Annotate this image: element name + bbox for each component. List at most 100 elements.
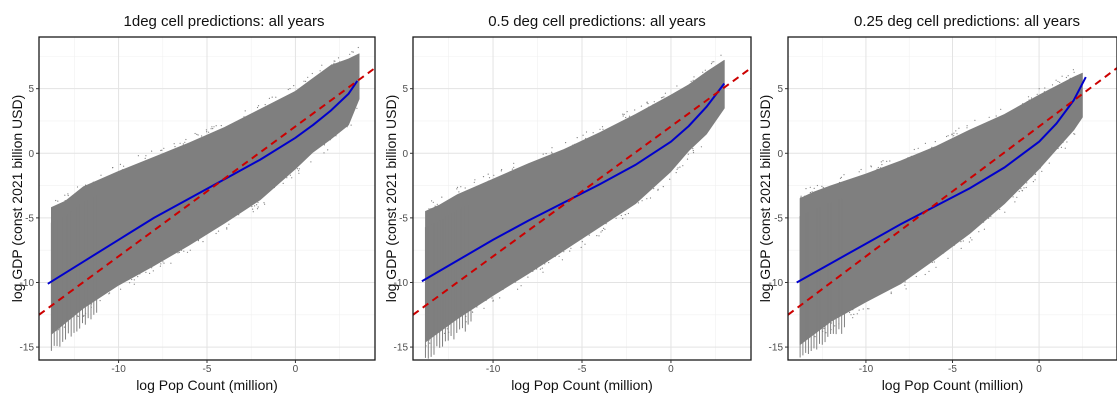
scatter-point	[823, 327, 825, 330]
scatter-point	[206, 131, 208, 133]
scatter-cloud	[51, 53, 360, 335]
scatter-point	[692, 79, 694, 81]
scatter-point	[307, 76, 309, 78]
scatter-point	[623, 113, 625, 115]
scatter-point	[151, 150, 153, 152]
scatter-point	[602, 128, 604, 130]
scatter-point	[627, 212, 630, 215]
scatter-point	[145, 271, 147, 273]
y-tick-label: -5	[774, 213, 783, 224]
scatter-point	[1065, 76, 1067, 79]
scatter-point	[830, 329, 832, 331]
scatter-point	[1062, 141, 1064, 143]
scatter-point	[570, 247, 572, 249]
scatter-point	[662, 186, 664, 188]
scatter-point	[264, 203, 266, 205]
scatter-point	[293, 85, 295, 87]
scatter-point	[1026, 182, 1028, 184]
scatter-point	[601, 230, 603, 232]
scatter-point	[310, 161, 312, 163]
scatter-point	[664, 92, 667, 94]
scatter-point	[213, 126, 215, 128]
scatter-point	[208, 131, 210, 133]
scatter-point	[585, 131, 588, 133]
scatter-point	[162, 261, 164, 263]
scatter-point	[624, 214, 626, 216]
scatter-point	[194, 132, 196, 135]
scatter-point	[676, 168, 678, 170]
scatter-point	[1030, 97, 1033, 99]
scatter-point	[296, 168, 298, 170]
scatter-point	[305, 80, 307, 82]
scatter-point	[464, 187, 466, 189]
scatter-point	[352, 51, 354, 53]
scatter-point	[687, 153, 689, 155]
scatter-point	[913, 148, 915, 151]
scatter-point	[1073, 133, 1075, 135]
scatter-point	[877, 166, 879, 169]
scatter-point	[55, 199, 57, 202]
scatter-point	[500, 170, 502, 172]
scatter-point	[676, 85, 678, 87]
scatter-point	[351, 51, 353, 53]
scatter-point	[514, 281, 516, 283]
scatter-point	[1020, 188, 1022, 190]
scatter-point	[822, 330, 824, 332]
scatter-point	[713, 61, 715, 63]
scatter-point	[660, 97, 663, 99]
scatter-point	[852, 309, 854, 311]
scatter-point	[291, 177, 293, 179]
scatter-point	[951, 134, 953, 136]
scatter-point	[711, 61, 713, 63]
scatter-point	[971, 239, 973, 241]
scatter-point	[953, 244, 956, 246]
scatter-point	[311, 72, 313, 75]
scatter-point	[517, 288, 519, 290]
scatter-point	[251, 205, 253, 208]
scatter-point	[287, 88, 289, 91]
scatter-point	[499, 297, 501, 299]
scatter-point	[1000, 108, 1002, 110]
scatter-point	[256, 106, 259, 109]
scatter-point	[915, 275, 917, 278]
scatter-point	[120, 288, 122, 290]
scatter-point	[905, 288, 907, 290]
scatter-point	[943, 252, 945, 254]
scatter-point	[456, 188, 458, 190]
x-axis-label: log Pop Count (million)	[136, 377, 278, 393]
scatter-point	[337, 57, 340, 59]
scatter-point	[934, 141, 936, 143]
scatter-point	[184, 141, 186, 143]
scatter-point	[890, 291, 892, 293]
scatter-point	[1039, 167, 1041, 169]
x-tick-label: -10	[859, 364, 874, 375]
scatter-point	[563, 251, 565, 253]
scatter-point	[1060, 146, 1062, 148]
scatter-point	[323, 143, 325, 145]
scatter-point	[183, 250, 185, 252]
scatter-point	[1073, 71, 1075, 73]
scatter-point	[1072, 69, 1074, 71]
scatter-point	[580, 246, 582, 248]
scatter-point	[428, 208, 430, 210]
scatter-point	[858, 309, 860, 311]
scatter-point	[160, 149, 162, 152]
scatter-point	[429, 342, 431, 344]
scatter-point	[1028, 99, 1030, 101]
scatter-point	[904, 281, 906, 283]
scatter-point	[434, 205, 436, 207]
scatter-point	[212, 128, 214, 130]
scatter-point	[217, 230, 220, 232]
scatter-point	[974, 119, 976, 121]
scatter-point	[576, 137, 578, 139]
scatter-point	[960, 241, 962, 243]
scatter-point	[339, 61, 341, 63]
scatter-point	[622, 115, 624, 117]
scatter-point	[1032, 174, 1034, 176]
scatter-point	[460, 186, 462, 188]
scatter-point	[1061, 75, 1063, 77]
y-tick-label: 5	[402, 84, 408, 95]
scatter-point	[215, 232, 217, 235]
scatter-point	[904, 284, 906, 286]
scatter-point	[83, 315, 85, 317]
